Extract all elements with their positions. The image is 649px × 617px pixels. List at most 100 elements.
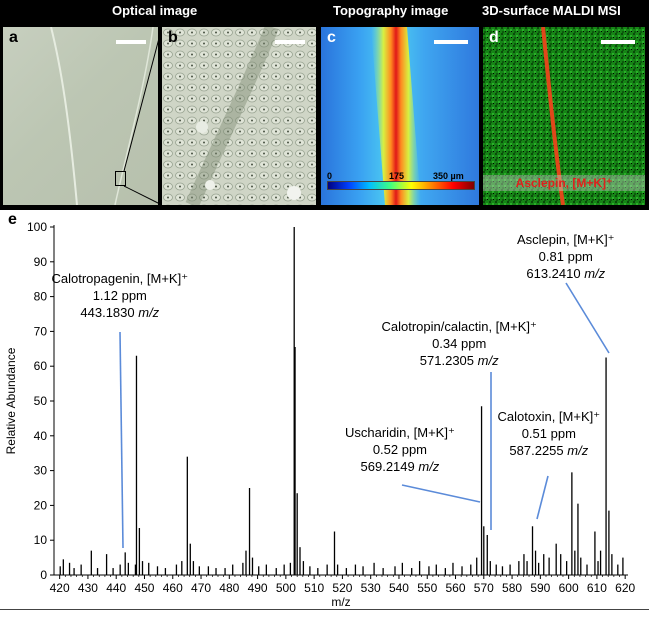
mass-spectrum-chart: 0 10 20 30 40 50 60 70 80 90 100 420 430 440 450 460 470…	[4, 220, 636, 609]
x-tick-label: 560	[446, 581, 466, 595]
y-tick-label: 20	[34, 498, 48, 512]
annotation-mz: 571.2305 m/z	[382, 352, 537, 369]
image-panels: Optical image Topography image 3D-surfac…	[0, 0, 649, 210]
y-tick-label: 100	[27, 220, 47, 234]
annotation-mz-value: 613.2410	[526, 266, 585, 281]
leader-line-calotoxin	[536, 475, 549, 520]
header-optical: Optical image	[112, 3, 198, 18]
annotation-ppm: 1.12 ppm	[92, 288, 147, 303]
annotation-mz-unit: m/z	[418, 459, 440, 474]
y-tick-label: 90	[34, 255, 48, 269]
annotation-compound: Asclepin, [M+K]⁺	[517, 232, 615, 247]
annotation-compound: Uscharidin, [M+K]⁺	[345, 425, 455, 440]
panel-b-optical-zoom: b	[162, 27, 316, 205]
leader-line-uscharidin	[401, 484, 481, 503]
x-tick-label: 480	[219, 581, 239, 595]
zoom-lines	[123, 26, 163, 206]
colorbar-min-label: 0	[327, 171, 333, 181]
annotation-mz-value: 569.2149	[360, 459, 419, 474]
scale-bar-b	[275, 40, 305, 44]
cell-texture	[162, 27, 316, 205]
x-tick-label: 570	[474, 581, 494, 595]
annotation-ppm: 0.34 ppm	[432, 336, 487, 351]
annotation-compound: Calotropagenin, [M+K]⁺	[51, 271, 189, 286]
annotation-mz: 569.2149 m/z	[345, 458, 455, 475]
y-tick-label: 50	[34, 394, 48, 408]
scale-bar-a	[116, 40, 146, 44]
y-tick-label: 70	[34, 324, 48, 338]
panel-label-d: d	[489, 29, 499, 46]
annotation-compound: Calotoxin, [M+K]⁺	[497, 409, 601, 424]
panel-d-maldi-msi: d Asclepin, [M+K]⁺	[483, 27, 645, 205]
bottom-rule	[0, 609, 649, 610]
annotation-compound: Calotropin/calactin, [M+K]⁺	[381, 319, 537, 334]
msi-ion-map	[483, 27, 645, 205]
annotation-mz: 613.2410 m/z	[517, 265, 615, 282]
annotation-mz-unit: m/z	[567, 443, 589, 458]
x-tick-label: 600	[559, 581, 579, 595]
header-maldi: 3D-surface MALDI MSI	[482, 3, 621, 18]
y-axis-label: Relative Abundance	[4, 347, 18, 454]
leaf-vein-graphic	[50, 27, 154, 205]
panel-label-e: e	[8, 211, 17, 228]
x-tick-label: 580	[502, 581, 522, 595]
x-tick-label: 420	[50, 581, 70, 595]
scale-bar-d	[601, 40, 635, 44]
panel-label-c: c	[327, 29, 336, 46]
y-tick-label: 30	[34, 464, 48, 478]
colorbar-max-label: 350 µm	[433, 171, 464, 181]
topography-ridge	[371, 27, 421, 205]
x-axis-label: m/z	[331, 595, 350, 609]
panel-label-b: b	[168, 29, 178, 46]
x-tick-label: 470	[191, 581, 211, 595]
x-tick-label: 430	[78, 581, 98, 595]
scale-bar-c	[434, 40, 468, 44]
annotation-ppm: 0.52 ppm	[372, 442, 428, 457]
annotation-calotropagenin: Calotropagenin, [M+K]⁺ 1.12 ppm 443.1830 m…	[52, 270, 189, 321]
x-tick-label: 510	[304, 581, 324, 595]
panel-label-a: a	[9, 29, 18, 46]
x-tick-label: 540	[389, 581, 409, 595]
annotation-calotoxin: Calotoxin, [M+K]⁺ 0.51 ppm 587.2255 m/z	[498, 408, 601, 459]
panel-a-optical-leaf: a	[3, 27, 158, 205]
leader-line-calotropagenin	[119, 331, 124, 549]
x-tick-label: 490	[248, 581, 268, 595]
x-tick-label: 500	[276, 581, 296, 595]
annotation-mz-unit: m/z	[477, 353, 499, 368]
x-tick-label: 590	[530, 581, 550, 595]
x-tick-label: 610	[587, 581, 607, 595]
x-tick-label: 530	[361, 581, 381, 595]
annotation-mz-unit: m/z	[138, 305, 160, 320]
y-tick-label: 40	[34, 429, 48, 443]
x-tick-label: 460	[163, 581, 183, 595]
y-tick-label: 10	[34, 533, 48, 547]
x-tick-label: 440	[106, 581, 126, 595]
annotation-leader-lines	[119, 282, 610, 549]
spectrum-peaks	[59, 227, 624, 575]
x-tick-label: 520	[332, 581, 352, 595]
annotation-ppm: 0.51 ppm	[521, 426, 576, 441]
y-tick-label: 60	[34, 359, 48, 373]
annotation-mz: 587.2255 m/z	[498, 442, 601, 459]
annotation-mz-value: 571.2305	[419, 353, 478, 368]
header-topography: Topography image	[333, 3, 449, 18]
chart-axes: 0 10 20 30 40 50 60 70 80 90 100 420 430 440 450 460 470…	[4, 220, 636, 609]
panel-c-topography: c 0 175 350 µm	[321, 27, 479, 205]
height-colorbar	[327, 181, 475, 190]
maldi-ion-label: Asclepin, [M+K]⁺	[483, 175, 645, 191]
annotation-mz: 443.1830 m/z	[52, 304, 189, 321]
annotation-calotropin: Calotropin/calactin, [M+K]⁺ 0.34 ppm 571.2…	[382, 318, 537, 369]
annotation-mz-unit: m/z	[584, 266, 606, 281]
x-tick-label: 620	[615, 581, 635, 595]
zoom-region-box	[115, 171, 126, 186]
x-tick-label: 550	[417, 581, 437, 595]
annotation-ppm: 0.81 ppm	[538, 249, 593, 264]
annotation-uscharidin: Uscharidin, [M+K]⁺ 0.52 ppm 569.2149 m/z	[345, 424, 455, 475]
x-tick-label: 450	[134, 581, 154, 595]
annotation-mz-value: 587.2255	[509, 443, 568, 458]
colorbar-mid-label: 175	[389, 171, 405, 181]
y-tick-label: 80	[34, 290, 48, 304]
annotation-asclepin: Asclepin, [M+K]⁺ 0.81 ppm 613.2410 m/z	[517, 231, 615, 282]
leader-line-asclepin	[565, 282, 610, 354]
